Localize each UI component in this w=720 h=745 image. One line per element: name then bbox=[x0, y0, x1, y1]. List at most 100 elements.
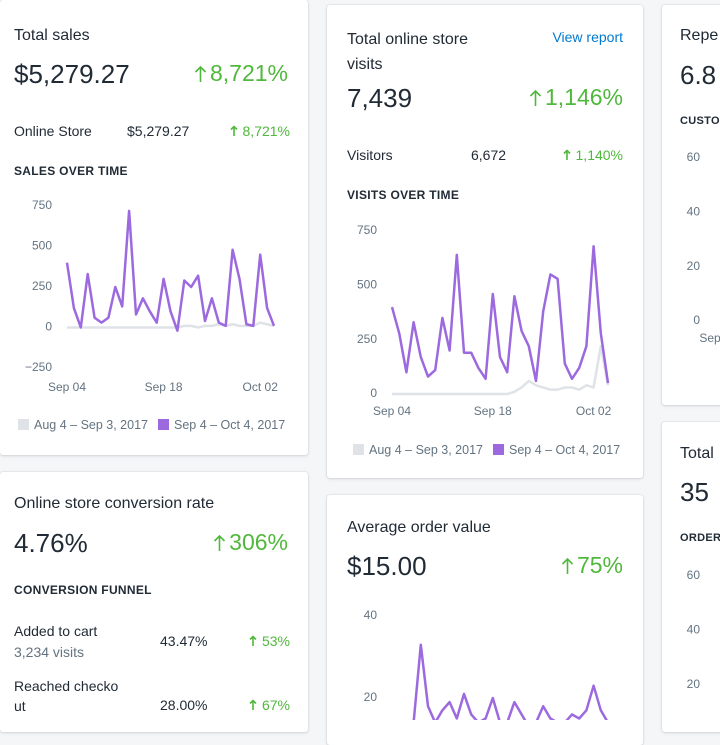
up-arrow bbox=[249, 699, 257, 710]
section-title: CONVERSION FUNNEL bbox=[14, 583, 152, 597]
change: 1,146% bbox=[529, 84, 623, 111]
x-tick-label: Oct 02 bbox=[576, 404, 612, 418]
y-tick-label: 250 bbox=[32, 279, 52, 293]
legend-swatch bbox=[353, 444, 364, 455]
card-title: Total online store visits bbox=[347, 31, 468, 73]
up-arrow bbox=[529, 89, 542, 106]
x-tick-label: Oct 02 bbox=[243, 380, 279, 394]
change-value: 8,721% bbox=[209, 60, 288, 86]
series-line bbox=[392, 344, 610, 396]
metric: $5,279.27 bbox=[14, 59, 130, 89]
up-arrow bbox=[561, 557, 574, 574]
card-aov: Average order value $15.00 75% 20 40 bbox=[327, 495, 643, 745]
series-line bbox=[65, 209, 276, 332]
chart-title: SALES OVER TIME bbox=[14, 164, 128, 178]
y-tick-label: 250 bbox=[357, 332, 377, 346]
y-tick-label: 750 bbox=[32, 198, 52, 212]
row-label: Added to cart bbox=[14, 623, 98, 639]
metric: 7,439 bbox=[347, 83, 413, 113]
row-value: $5,279.27 bbox=[127, 123, 190, 139]
card-title: Total sales bbox=[14, 27, 90, 44]
legend-swatch bbox=[157, 419, 169, 430]
x-tick-label: Sep bbox=[699, 331, 720, 345]
card-conversion: Online store conversion rate 4.76% 306% … bbox=[0, 472, 308, 732]
x-tick-label: Sep 04 bbox=[48, 380, 86, 394]
row-label: Reached checkout bbox=[14, 678, 119, 714]
row-value: 28.00% bbox=[160, 697, 208, 713]
legend: Aug 4 – Sep 3, 2017 Sep 4 – Oct 4, 2017 bbox=[353, 443, 620, 457]
change: 75% bbox=[561, 552, 623, 579]
series-line bbox=[412, 643, 608, 720]
up-arrow bbox=[562, 149, 571, 160]
card-title: Total bbox=[680, 445, 714, 462]
x-tick-label: Sep 18 bbox=[474, 404, 512, 418]
y-tick-label: 0 bbox=[45, 320, 52, 334]
up-arrow bbox=[194, 65, 207, 82]
card-title: Online store conversion rate bbox=[14, 495, 215, 512]
row-change: 53% bbox=[249, 633, 290, 649]
card-repeat: Repe 6.8 CUSTO 0 20 40 60 Sep bbox=[662, 5, 720, 405]
legend-swatch bbox=[492, 444, 504, 455]
up-arrow bbox=[229, 125, 238, 136]
change-value: 67% bbox=[261, 697, 290, 713]
legend-label: Sep 4 – Oct 4, 2017 bbox=[508, 443, 621, 457]
y-tick-label: 500 bbox=[32, 239, 52, 253]
legend-label: Sep 4 – Oct 4, 2017 bbox=[173, 418, 286, 432]
chart-title: CUSTO bbox=[680, 115, 720, 127]
x-tick-label: Sep 18 bbox=[145, 380, 183, 394]
view-report-link[interactable]: View report bbox=[552, 29, 623, 45]
row-change: 8,721% bbox=[229, 123, 290, 139]
row-label: Visitors bbox=[347, 147, 393, 163]
legend-label: Aug 4 – Sep 3, 2017 bbox=[369, 443, 483, 457]
up-arrow bbox=[249, 635, 257, 646]
row-value: 6,672 bbox=[471, 147, 507, 163]
legend-item: Aug 4 – Sep 3, 2017 bbox=[353, 443, 483, 457]
row-value: 43.47% bbox=[160, 633, 208, 649]
change-value: 75% bbox=[576, 552, 623, 578]
chart-title: VISITS OVER TIME bbox=[347, 188, 460, 202]
chart: 0 20 40 60 Sep bbox=[687, 150, 720, 345]
card-visits: Total online store visits View report 7,… bbox=[327, 5, 643, 478]
y-tick-label: −250 bbox=[25, 360, 52, 374]
chart: 0 250 500 750 Sep 04 Sep 18 Oct 02 bbox=[357, 223, 612, 418]
legend-item: Sep 4 – Oct 4, 2017 bbox=[157, 418, 286, 432]
y-tick-label: 20 bbox=[687, 259, 701, 273]
y-tick-label: 40 bbox=[364, 608, 378, 622]
x-tick-label: Sep 04 bbox=[373, 404, 411, 418]
chart: −250 0 250 500 750 Sep 04 Sep 18 Oct 02 bbox=[25, 198, 279, 394]
row-change: 67% bbox=[249, 697, 290, 713]
legend-item: Sep 4 – Oct 4, 2017 bbox=[492, 443, 621, 457]
legend-swatch bbox=[18, 419, 29, 430]
change: 8,721% bbox=[194, 60, 288, 87]
change-value: 306% bbox=[229, 529, 288, 555]
chart-title: ORDER bbox=[680, 532, 720, 544]
y-tick-label: 750 bbox=[357, 223, 377, 237]
chart: 20 40 60 bbox=[687, 568, 701, 691]
legend-item: Aug 4 – Sep 3, 2017 bbox=[18, 418, 148, 432]
y-tick-label: 40 bbox=[687, 623, 701, 637]
change: 306% bbox=[213, 529, 288, 556]
change-value: 8,721% bbox=[242, 123, 290, 139]
card-orders: Total 35 ORDER 20 40 60 bbox=[662, 422, 720, 732]
y-tick-label: 20 bbox=[364, 690, 378, 704]
card-title: Average order value bbox=[347, 519, 491, 536]
series-line bbox=[390, 244, 610, 384]
y-tick-label: 20 bbox=[687, 677, 701, 691]
change-value: 1,140% bbox=[575, 147, 623, 163]
up-arrow bbox=[214, 534, 226, 551]
legend-label: Aug 4 – Sep 3, 2017 bbox=[34, 418, 148, 432]
row-sub: 3,234 visits bbox=[14, 644, 85, 660]
row-change: 1,140% bbox=[562, 147, 623, 163]
metric: $15.00 bbox=[347, 551, 427, 581]
y-tick-label: 500 bbox=[357, 278, 377, 292]
y-tick-label: 0 bbox=[693, 313, 700, 327]
y-tick-label: 0 bbox=[370, 386, 377, 400]
metric: 6.8 bbox=[680, 60, 717, 90]
y-tick-label: 40 bbox=[687, 205, 701, 219]
legend: Aug 4 – Sep 3, 2017 Sep 4 – Oct 4, 2017 bbox=[18, 418, 285, 432]
series-line bbox=[67, 321, 275, 329]
y-tick-label: 60 bbox=[687, 568, 701, 582]
row-label: Online Store bbox=[14, 123, 92, 139]
